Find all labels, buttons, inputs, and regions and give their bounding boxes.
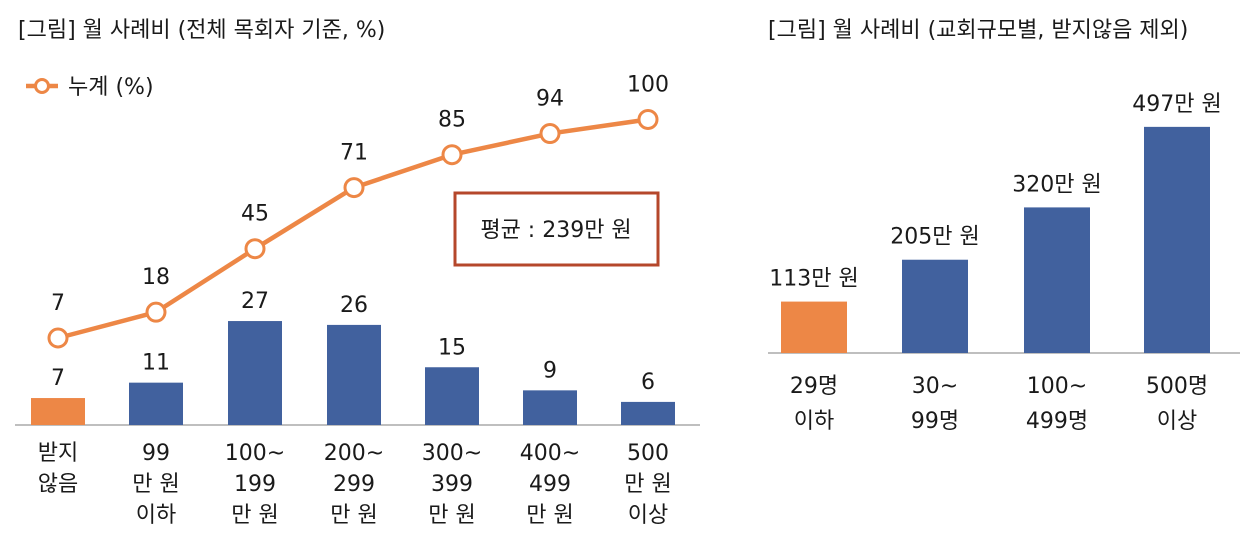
x-tick-label: 만 원	[231, 503, 278, 528]
cumulative-point	[244, 238, 266, 260]
x-tick-label: 500	[627, 441, 669, 466]
x-tick-label: 이상	[628, 503, 668, 528]
bar-value-label: 15	[438, 335, 466, 360]
bar	[31, 398, 85, 425]
cumulative-value-label: 71	[340, 141, 368, 166]
bar	[1144, 126, 1210, 354]
x-tick-label: 30~	[912, 374, 958, 399]
x-tick-label: 않음	[38, 472, 78, 497]
average-annotation-text: 평균 : 239만 원	[480, 218, 631, 243]
x-tick-label: 만 원	[330, 503, 377, 528]
bar-value-label: 205만 원	[890, 225, 979, 250]
x-tick-label: 만 원	[132, 472, 179, 497]
bar-value-label: 26	[340, 293, 368, 318]
x-tick-label: 이상	[1157, 409, 1197, 434]
cumulative-point	[343, 177, 365, 199]
bar	[902, 259, 968, 353]
bar	[327, 324, 381, 425]
bar	[523, 390, 577, 425]
cumulative-value-label: 7	[51, 291, 65, 316]
bar	[781, 301, 847, 353]
x-tick-label: 99	[142, 441, 170, 466]
x-tick-label: 499	[529, 472, 571, 497]
x-tick-label: 만 원	[624, 472, 671, 497]
x-tick-label: 만 원	[428, 503, 475, 528]
bar-value-label: 6	[641, 370, 655, 395]
x-tick-label: 만 원	[526, 503, 573, 528]
cumulative-point	[145, 301, 167, 323]
x-tick-label: 100~	[225, 441, 285, 466]
bar-value-label: 320만 원	[1012, 172, 1101, 197]
legend-marker-icon	[34, 78, 50, 94]
cumulative-value-label: 18	[142, 265, 170, 290]
cumulative-point	[637, 108, 659, 130]
bar	[1024, 207, 1090, 353]
cumulative-point	[539, 123, 561, 145]
bar-value-label: 27	[241, 289, 269, 314]
x-tick-label: 499명	[1026, 409, 1088, 434]
x-tick-label: 400~	[520, 441, 580, 466]
x-tick-label: 399	[431, 472, 473, 497]
left-chart-title: [그림] 월 사례비 (전체 목회자 기준, %)	[18, 18, 386, 43]
average-annotation-box	[453, 191, 660, 267]
bar-value-label: 11	[142, 351, 170, 376]
cumulative-point	[441, 144, 463, 166]
bar	[425, 367, 479, 425]
legend-label: 누계 (%)	[68, 75, 154, 100]
bar-value-label: 497만 원	[1132, 92, 1221, 117]
bar-value-label: 9	[543, 358, 557, 383]
x-tick-label: 99명	[911, 409, 959, 434]
x-tick-label: 500명	[1146, 374, 1208, 399]
x-tick-label: 199	[234, 472, 276, 497]
right-chart-title: [그림] 월 사례비 (교회규모별, 받지않음 제외)	[768, 18, 1189, 43]
bar	[621, 401, 675, 425]
x-tick-label: 이하	[136, 503, 176, 528]
bar	[129, 382, 183, 425]
x-tick-label: 받지	[38, 441, 78, 466]
cumulative-value-label: 100	[627, 72, 669, 97]
cumulative-value-label: 85	[438, 108, 466, 133]
x-tick-label: 100~	[1027, 374, 1087, 399]
cumulative-point	[47, 327, 69, 349]
x-tick-label: 이하	[794, 409, 834, 434]
cumulative-value-label: 45	[241, 202, 269, 227]
x-tick-label: 300~	[422, 441, 482, 466]
bar	[228, 321, 282, 425]
x-tick-label: 29명	[790, 374, 838, 399]
x-tick-label: 299	[333, 472, 375, 497]
x-tick-label: 200~	[324, 441, 384, 466]
cumulative-value-label: 94	[536, 87, 564, 112]
bar-value-label: 7	[51, 366, 65, 391]
bar-value-label: 113만 원	[769, 267, 858, 292]
